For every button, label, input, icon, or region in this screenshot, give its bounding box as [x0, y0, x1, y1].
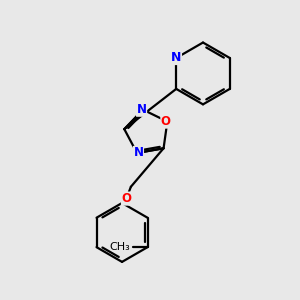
Text: N: N: [136, 103, 147, 116]
Text: N: N: [134, 146, 143, 160]
Text: O: O: [161, 115, 171, 128]
Text: CH₃: CH₃: [110, 242, 130, 252]
Text: O: O: [122, 192, 131, 205]
Text: N: N: [171, 52, 181, 64]
